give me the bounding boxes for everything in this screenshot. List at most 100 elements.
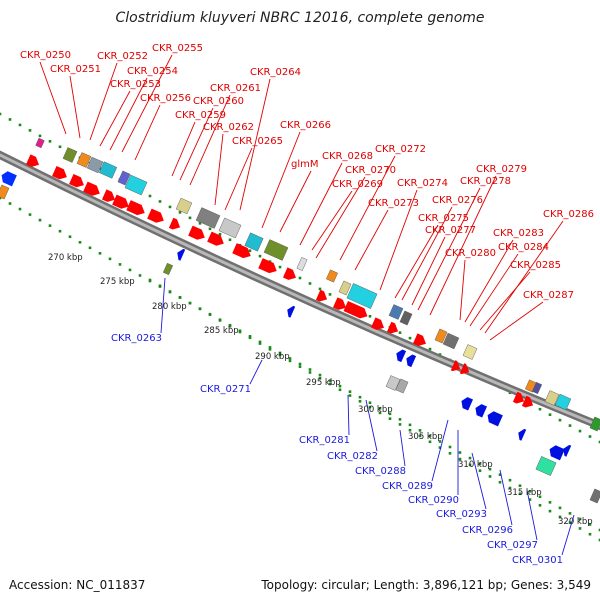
forward-leader-line <box>464 239 514 323</box>
forward-gene-label: CKR_0285 <box>510 260 561 271</box>
forward-gene-arrow <box>370 317 384 330</box>
forward-leader-line <box>379 189 418 291</box>
forward-leader-line <box>214 133 224 206</box>
forward-gene-label: CKR_0266 <box>280 120 331 131</box>
gene-box <box>462 344 478 360</box>
forward-leader-line <box>394 224 439 299</box>
track-dot <box>538 407 542 411</box>
gene-box <box>117 170 131 186</box>
gene-box <box>326 269 338 283</box>
track-dot <box>488 467 492 471</box>
track-dot <box>358 400 362 403</box>
scale-label: 310 kbp <box>458 460 493 470</box>
track-dot <box>598 528 600 532</box>
track-dot <box>578 517 582 521</box>
track-dot <box>438 446 442 449</box>
track-dot <box>558 506 562 510</box>
forward-leader-line <box>134 104 161 161</box>
reverse-gene-arrow <box>396 349 407 363</box>
track-dot <box>28 129 32 132</box>
forward-leader-line <box>479 271 531 331</box>
gene-box <box>35 137 45 149</box>
forward-gene-label: CKR_0252 <box>97 51 148 62</box>
backbone-highlight <box>0 153 600 428</box>
reverse-leader-line <box>526 489 538 541</box>
reverse-leader-line <box>431 419 449 482</box>
track-dot <box>488 475 492 478</box>
track-dot <box>478 462 482 465</box>
forward-gene-label: CKR_0251 <box>50 64 101 75</box>
forward-leader-line <box>179 107 214 181</box>
track-dot <box>58 145 62 149</box>
forward-leader-line <box>39 61 67 135</box>
track-dot <box>568 424 572 427</box>
track-dot <box>278 351 282 355</box>
reverse-gene-label: CKR_0281 <box>299 435 350 446</box>
reverse-leader-line <box>471 452 487 510</box>
track-dot <box>428 434 432 438</box>
track-dot <box>338 388 342 392</box>
track-dot <box>528 489 532 493</box>
track-dot <box>548 509 552 513</box>
forward-gene-arrow <box>315 289 328 302</box>
feature-glyphs <box>0 137 600 504</box>
track-dot <box>588 532 592 536</box>
track-dot <box>168 205 172 209</box>
track-dot <box>338 384 342 388</box>
gene-box <box>244 232 264 252</box>
track-dot <box>258 254 262 258</box>
track-dot <box>38 134 42 138</box>
forward-gene-label: CKR_0261 <box>210 83 261 94</box>
forward-gene-arrow <box>207 231 224 246</box>
track-dot <box>258 342 262 345</box>
track-dot <box>288 357 292 360</box>
genome-title: Clostridium kluyveri NBRC 12016, complet… <box>115 10 485 26</box>
reverse-gene-arrow <box>518 428 527 441</box>
track-dot <box>188 301 192 305</box>
forward-leader-line <box>315 176 366 259</box>
forward-gene-label: CKR_0284 <box>498 242 549 253</box>
forward-gene-arrow <box>83 181 100 196</box>
gene-box <box>162 262 174 276</box>
forward-gene-label: CKR_0287 <box>523 290 574 301</box>
gene-box <box>442 332 460 350</box>
track-dot <box>308 368 312 371</box>
gene-box <box>263 239 289 261</box>
reverse-gene-label: CKR_0282 <box>327 451 378 462</box>
track-dot <box>98 252 102 255</box>
track-dot <box>328 293 332 296</box>
reverse-gene-box <box>589 488 600 504</box>
track-dot <box>368 401 372 405</box>
forward-leader-line <box>189 94 231 186</box>
forward-leader-line <box>489 301 544 341</box>
forward-gene-label: CKR_0259 <box>175 110 226 121</box>
reverse-gene-arrow <box>549 445 565 461</box>
forward-gene-label: CKR_0276 <box>432 195 483 206</box>
track-dot <box>298 276 302 280</box>
forward-leader-line <box>411 236 446 306</box>
track-dot <box>148 194 152 198</box>
track-dot <box>458 451 462 454</box>
track-dot <box>428 440 432 444</box>
track-dot <box>498 473 502 476</box>
scale-label: 300 kbp <box>358 405 393 415</box>
forward-gene-arrow <box>521 395 534 408</box>
reverse-gene-box <box>385 375 401 391</box>
track-dot <box>448 445 452 449</box>
track-dot <box>118 263 122 266</box>
track-dot <box>268 348 272 351</box>
gene-box <box>76 152 92 168</box>
scale-label: 270 kbp <box>48 253 83 263</box>
forward-gene-label: CKR_0280 <box>445 248 496 259</box>
forward-gene-arrow <box>168 217 181 230</box>
scale-label: 315 kbp <box>507 488 542 498</box>
track-dot <box>598 440 600 444</box>
track-dot <box>268 346 272 349</box>
reverse-gene-label: CKR_0301 <box>512 555 563 566</box>
forward-gene-arrow <box>188 225 205 240</box>
track-dot <box>38 218 42 222</box>
track-dot <box>428 347 432 351</box>
gene-box <box>531 381 543 395</box>
track-dot <box>8 202 12 205</box>
forward-leader-line <box>224 147 253 211</box>
